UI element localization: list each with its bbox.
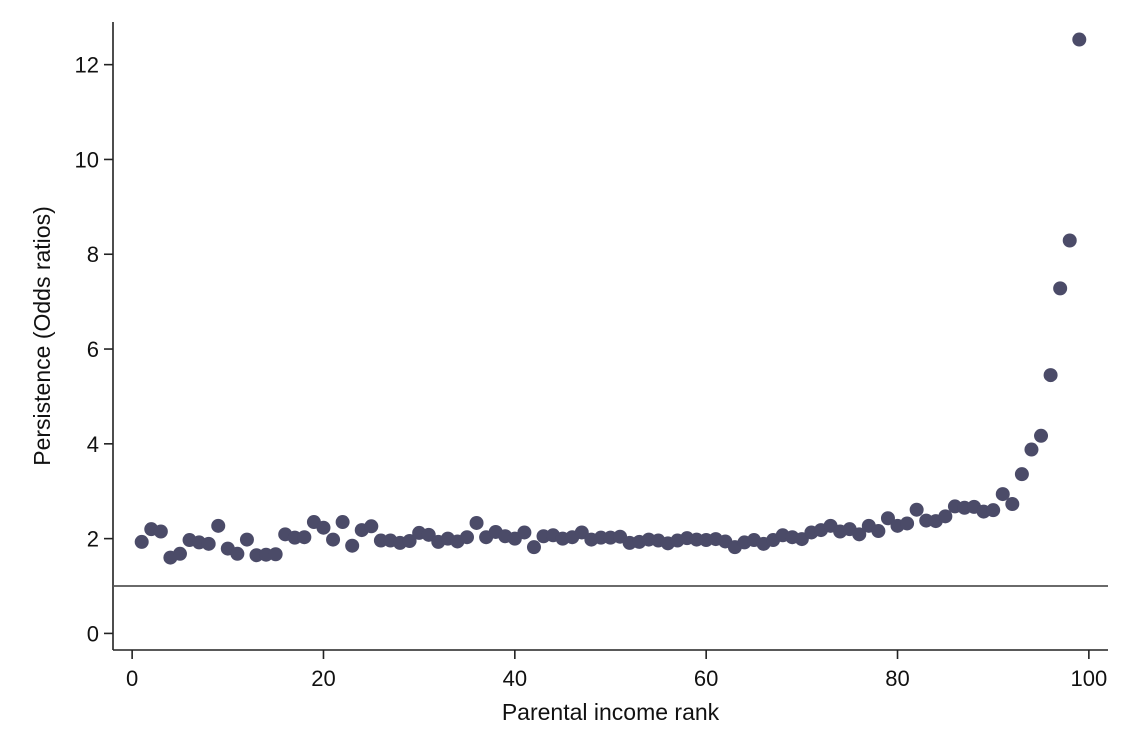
data-point <box>852 527 867 542</box>
data-point <box>517 525 532 540</box>
data-point <box>421 527 436 542</box>
data-point <box>201 536 216 551</box>
y-tick-label: 6 <box>87 337 99 362</box>
data-point <box>1043 368 1058 383</box>
y-tick-label: 4 <box>87 432 99 457</box>
data-point <box>364 519 379 534</box>
data-point <box>938 509 953 524</box>
y-tick-label: 12 <box>75 53 99 78</box>
data-point <box>402 533 417 548</box>
x-tick-label: 100 <box>1071 666 1108 691</box>
data-point <box>871 524 886 539</box>
y-tick-label: 2 <box>87 527 99 552</box>
data-point <box>909 502 924 517</box>
x-axis-title: Parental income rank <box>502 699 720 725</box>
data-point <box>593 530 608 545</box>
data-point <box>153 524 168 539</box>
data-point <box>1053 281 1068 296</box>
data-point <box>526 540 541 555</box>
data-point <box>373 533 388 548</box>
x-tick-label: 20 <box>311 666 335 691</box>
x-axis: 0 20 40 60 80 100 <box>113 649 1108 691</box>
y-axis: 0 2 4 6 8 10 12 <box>75 22 114 650</box>
data-point <box>1062 233 1077 248</box>
data-point <box>1014 467 1029 482</box>
x-tick-label: 0 <box>126 666 138 691</box>
data-point <box>316 520 331 535</box>
y-tick-label: 0 <box>87 621 99 646</box>
data-point <box>459 530 474 545</box>
data-point <box>297 530 312 545</box>
data-point <box>1005 497 1020 512</box>
data-point <box>230 546 245 561</box>
data-point <box>995 487 1010 502</box>
data-points <box>134 32 1087 565</box>
data-point <box>880 511 895 526</box>
x-tick-label: 40 <box>503 666 527 691</box>
data-point <box>574 525 589 540</box>
data-point <box>1024 442 1039 457</box>
data-point <box>469 515 484 530</box>
data-point <box>326 532 341 547</box>
data-point <box>211 518 226 533</box>
data-point <box>900 516 915 531</box>
data-point <box>986 503 1001 518</box>
data-point <box>1034 428 1049 443</box>
data-point <box>345 538 360 553</box>
data-point <box>239 532 254 547</box>
x-tick-label: 60 <box>694 666 718 691</box>
y-tick-label: 10 <box>75 147 99 172</box>
x-tick-label: 80 <box>885 666 909 691</box>
y-tick-label: 8 <box>87 242 99 267</box>
data-point <box>134 534 149 549</box>
data-point <box>268 547 283 562</box>
y-axis-title: Persistence (Odds ratios) <box>29 206 55 465</box>
data-point <box>172 546 187 561</box>
data-point <box>335 515 350 530</box>
data-point <box>1072 32 1087 47</box>
